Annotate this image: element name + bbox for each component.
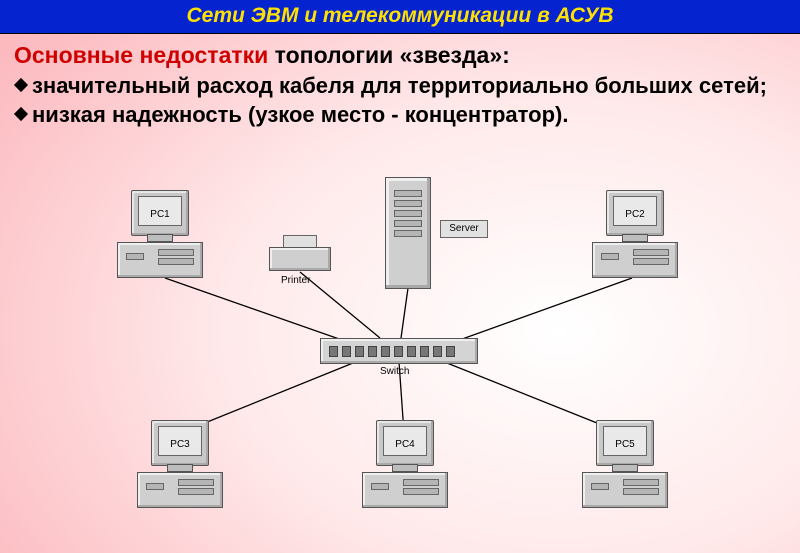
header-title: Сети ЭВМ и телекоммуникации в АСУВ [187, 4, 614, 27]
tower-icon [137, 472, 223, 508]
edge-printer-switch [300, 272, 380, 338]
heading-rest: топологии «звезда»: [268, 42, 510, 68]
pc-label: PC1 [150, 209, 169, 220]
tower-icon [582, 472, 668, 508]
tower-icon [117, 242, 203, 278]
node-server [385, 177, 431, 289]
monitor-icon: PC1 [131, 190, 189, 236]
node-switch [320, 338, 478, 364]
switch-label: Switch [380, 366, 409, 377]
bullet-2: низкая надежность (узкое место - концент… [14, 102, 786, 127]
heading-red: Основные недостатки [14, 42, 268, 68]
pc-label: PC2 [625, 209, 644, 220]
star-topology-diagram: PC1 PC2 PC3 PC4 PC5 Server Printer Switch [0, 180, 800, 553]
edge-server-switch [401, 288, 408, 338]
pc-label: PC4 [395, 439, 414, 450]
node-pc1: PC1 [115, 190, 205, 280]
node-pc3: PC3 [135, 420, 225, 510]
bullet-1: значительный расход кабеля для территори… [14, 73, 786, 98]
server-label: Server [440, 220, 488, 238]
edge-pc2-switch [440, 278, 632, 347]
monitor-icon: PC2 [606, 190, 664, 236]
tower-icon [362, 472, 448, 508]
node-pc4: PC4 [360, 420, 450, 510]
printer-label: Printer [281, 275, 310, 286]
monitor-icon: PC4 [376, 420, 434, 466]
monitor-icon: PC5 [596, 420, 654, 466]
slide-header: Сети ЭВМ и телекоммуникации в АСУВ [0, 0, 800, 34]
node-pc2: PC2 [590, 190, 680, 280]
pc-label: PC3 [170, 439, 189, 450]
monitor-icon: PC3 [151, 420, 209, 466]
tower-icon [592, 242, 678, 278]
heading: Основные недостатки топологии «звезда»: [14, 42, 786, 69]
content-block: Основные недостатки топологии «звезда»: … [0, 34, 800, 128]
node-printer [265, 235, 333, 273]
node-pc5: PC5 [580, 420, 670, 510]
edge-pc1-switch [165, 278, 362, 347]
pc-label: PC5 [615, 439, 634, 450]
